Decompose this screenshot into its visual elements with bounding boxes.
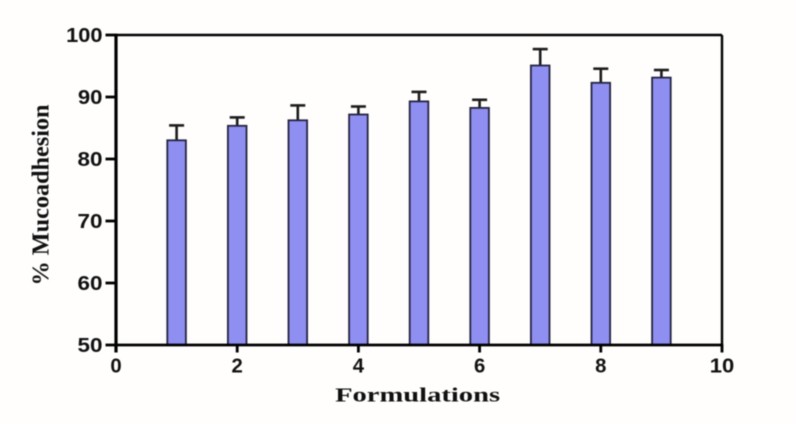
- svg-text:90: 90: [78, 86, 103, 109]
- svg-text:10: 10: [710, 355, 735, 378]
- svg-text:8: 8: [595, 355, 606, 378]
- svg-text:% Mucoadhesion: % Mucoadhesion: [28, 104, 55, 285]
- svg-text:Formulations: Formulations: [335, 384, 500, 406]
- svg-text:2: 2: [232, 355, 243, 378]
- svg-text:100: 100: [66, 24, 102, 47]
- svg-text:70: 70: [78, 210, 103, 233]
- svg-text:50: 50: [78, 334, 103, 357]
- svg-text:6: 6: [474, 355, 485, 378]
- svg-text:4: 4: [353, 355, 365, 378]
- svg-text:60: 60: [78, 272, 103, 295]
- svg-text:80: 80: [78, 148, 103, 171]
- svg-text:0: 0: [110, 355, 121, 378]
